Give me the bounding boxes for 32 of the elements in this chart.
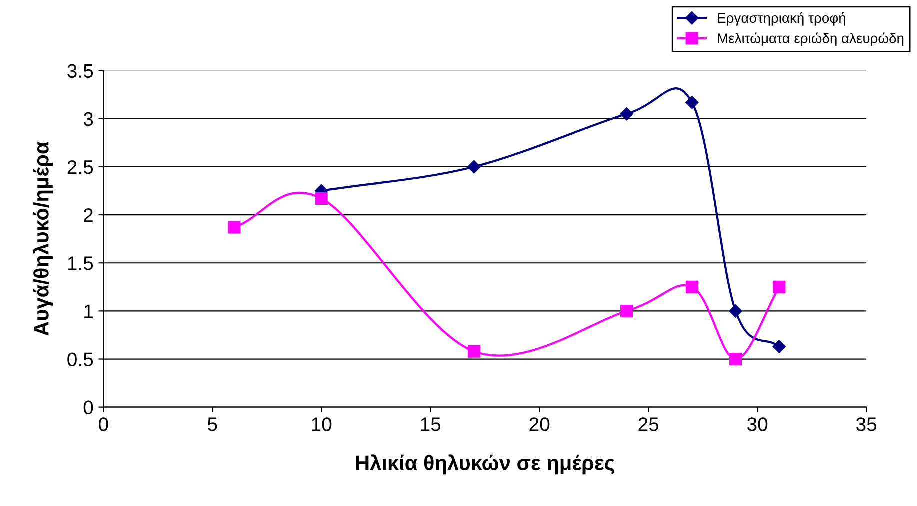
point (620, 108, 634, 121)
point (730, 353, 742, 366)
y-axis-title: Αυγά/θηλυκό/ημέρα (33, 142, 53, 336)
point (468, 160, 481, 174)
y-tick-label: 1 (84, 304, 93, 318)
legend-label: Εργαστηριακή τροφή (718, 12, 846, 26)
y-tick-label: 3 (84, 112, 94, 126)
x-tick-label: 20 (530, 418, 550, 432)
point (620, 304, 634, 318)
x-tick-label: 15 (421, 418, 441, 432)
x-tick-label: 10 (312, 418, 332, 432)
point (315, 192, 328, 205)
point (729, 304, 742, 318)
point (686, 280, 698, 294)
x-tick-label: 5 (208, 418, 218, 432)
y-tick-label: 2.5 (68, 160, 94, 174)
x-tick-label: 30 (748, 418, 768, 432)
point (468, 345, 480, 358)
y-tick-label: 0.5 (68, 352, 94, 366)
y-tick-label: 2 (84, 208, 93, 222)
y-tick-label: 0 (84, 400, 94, 415)
x-tick-label: 0 (98, 418, 108, 432)
y-tick-label: 1.5 (68, 256, 94, 270)
point (686, 96, 699, 110)
point (773, 280, 786, 294)
point (228, 221, 241, 234)
point (772, 340, 786, 354)
x-tick-label: 25 (638, 418, 659, 432)
y-tick-label: 3.5 (68, 64, 94, 78)
legend-label: Μελιτώματα εριώδη αλευρώδη (718, 32, 904, 46)
x-tick-label: 35 (856, 418, 877, 432)
x-axis-title: Ηλικία θηλυκών σε ημέρες (356, 454, 614, 475)
